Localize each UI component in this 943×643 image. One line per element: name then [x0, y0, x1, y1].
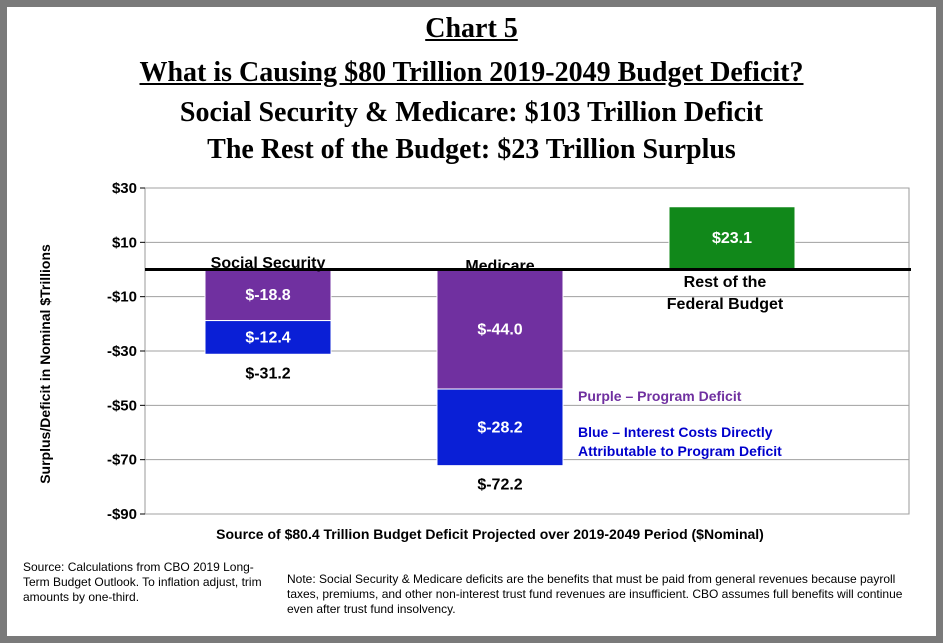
y-tick-label: $10 [112, 234, 137, 251]
bar-data-label: $-28.2 [477, 419, 522, 436]
bar-data-label: $23.1 [712, 230, 752, 247]
footnote: Note: Social Security & Medicare deficit… [287, 572, 903, 616]
bar-interest [204, 320, 332, 355]
category-label: Rest of the [684, 274, 767, 291]
chart-title: Chart 5 [425, 13, 518, 44]
x-axis-label: Source of $80.4 Trillion Budget Deficit … [216, 526, 764, 542]
bar-program [204, 269, 332, 322]
legend-interest-costs: Attributable to Program Deficit [578, 443, 782, 459]
bar-interest [436, 388, 564, 467]
bar-chart: $30 $10 -$10 -$30 -$50 -$70 -$90 $-18.8 $-12.4 $-… [107, 180, 911, 542]
y-tick-label: -$90 [107, 506, 137, 523]
bar-total-label: $-72.2 [477, 477, 522, 494]
y-tick-label: -$50 [107, 397, 137, 414]
y-tick-label: $30 [112, 180, 137, 197]
category-label: Medicare [465, 258, 534, 275]
y-tick-label: -$30 [107, 343, 137, 360]
chart-heading-surplus: The Rest of the Budget: $23 Trillion Sur… [207, 134, 736, 165]
bar-total-label: $-31.2 [245, 365, 290, 382]
chart-frame: Chart 5 What is Causing $80 Trillion 201… [7, 7, 936, 636]
category-label: Social Security [211, 255, 326, 272]
legend-program-deficit: Purple – Program Deficit [578, 388, 742, 404]
legend-interest-costs: Blue – Interest Costs Directly [578, 424, 773, 440]
chart-subtitle: What is Causing $80 Trillion 2019-2049 B… [139, 57, 804, 88]
bar-data-label: $-44.0 [477, 321, 522, 338]
chart-heading-deficit: Social Security & Medicare: $103 Trillio… [179, 97, 764, 128]
bar-surplus [668, 206, 796, 270]
bar-program [436, 269, 564, 390]
category-label: Federal Budget [667, 296, 784, 313]
bar-data-label: $-18.8 [245, 287, 290, 304]
y-tick-label: -$70 [107, 452, 137, 469]
y-tick-label: -$10 [107, 289, 137, 306]
source-note: Source: Calculations from CBO 2019 Long-… [23, 560, 262, 604]
bar-data-label: $-12.4 [245, 329, 290, 346]
